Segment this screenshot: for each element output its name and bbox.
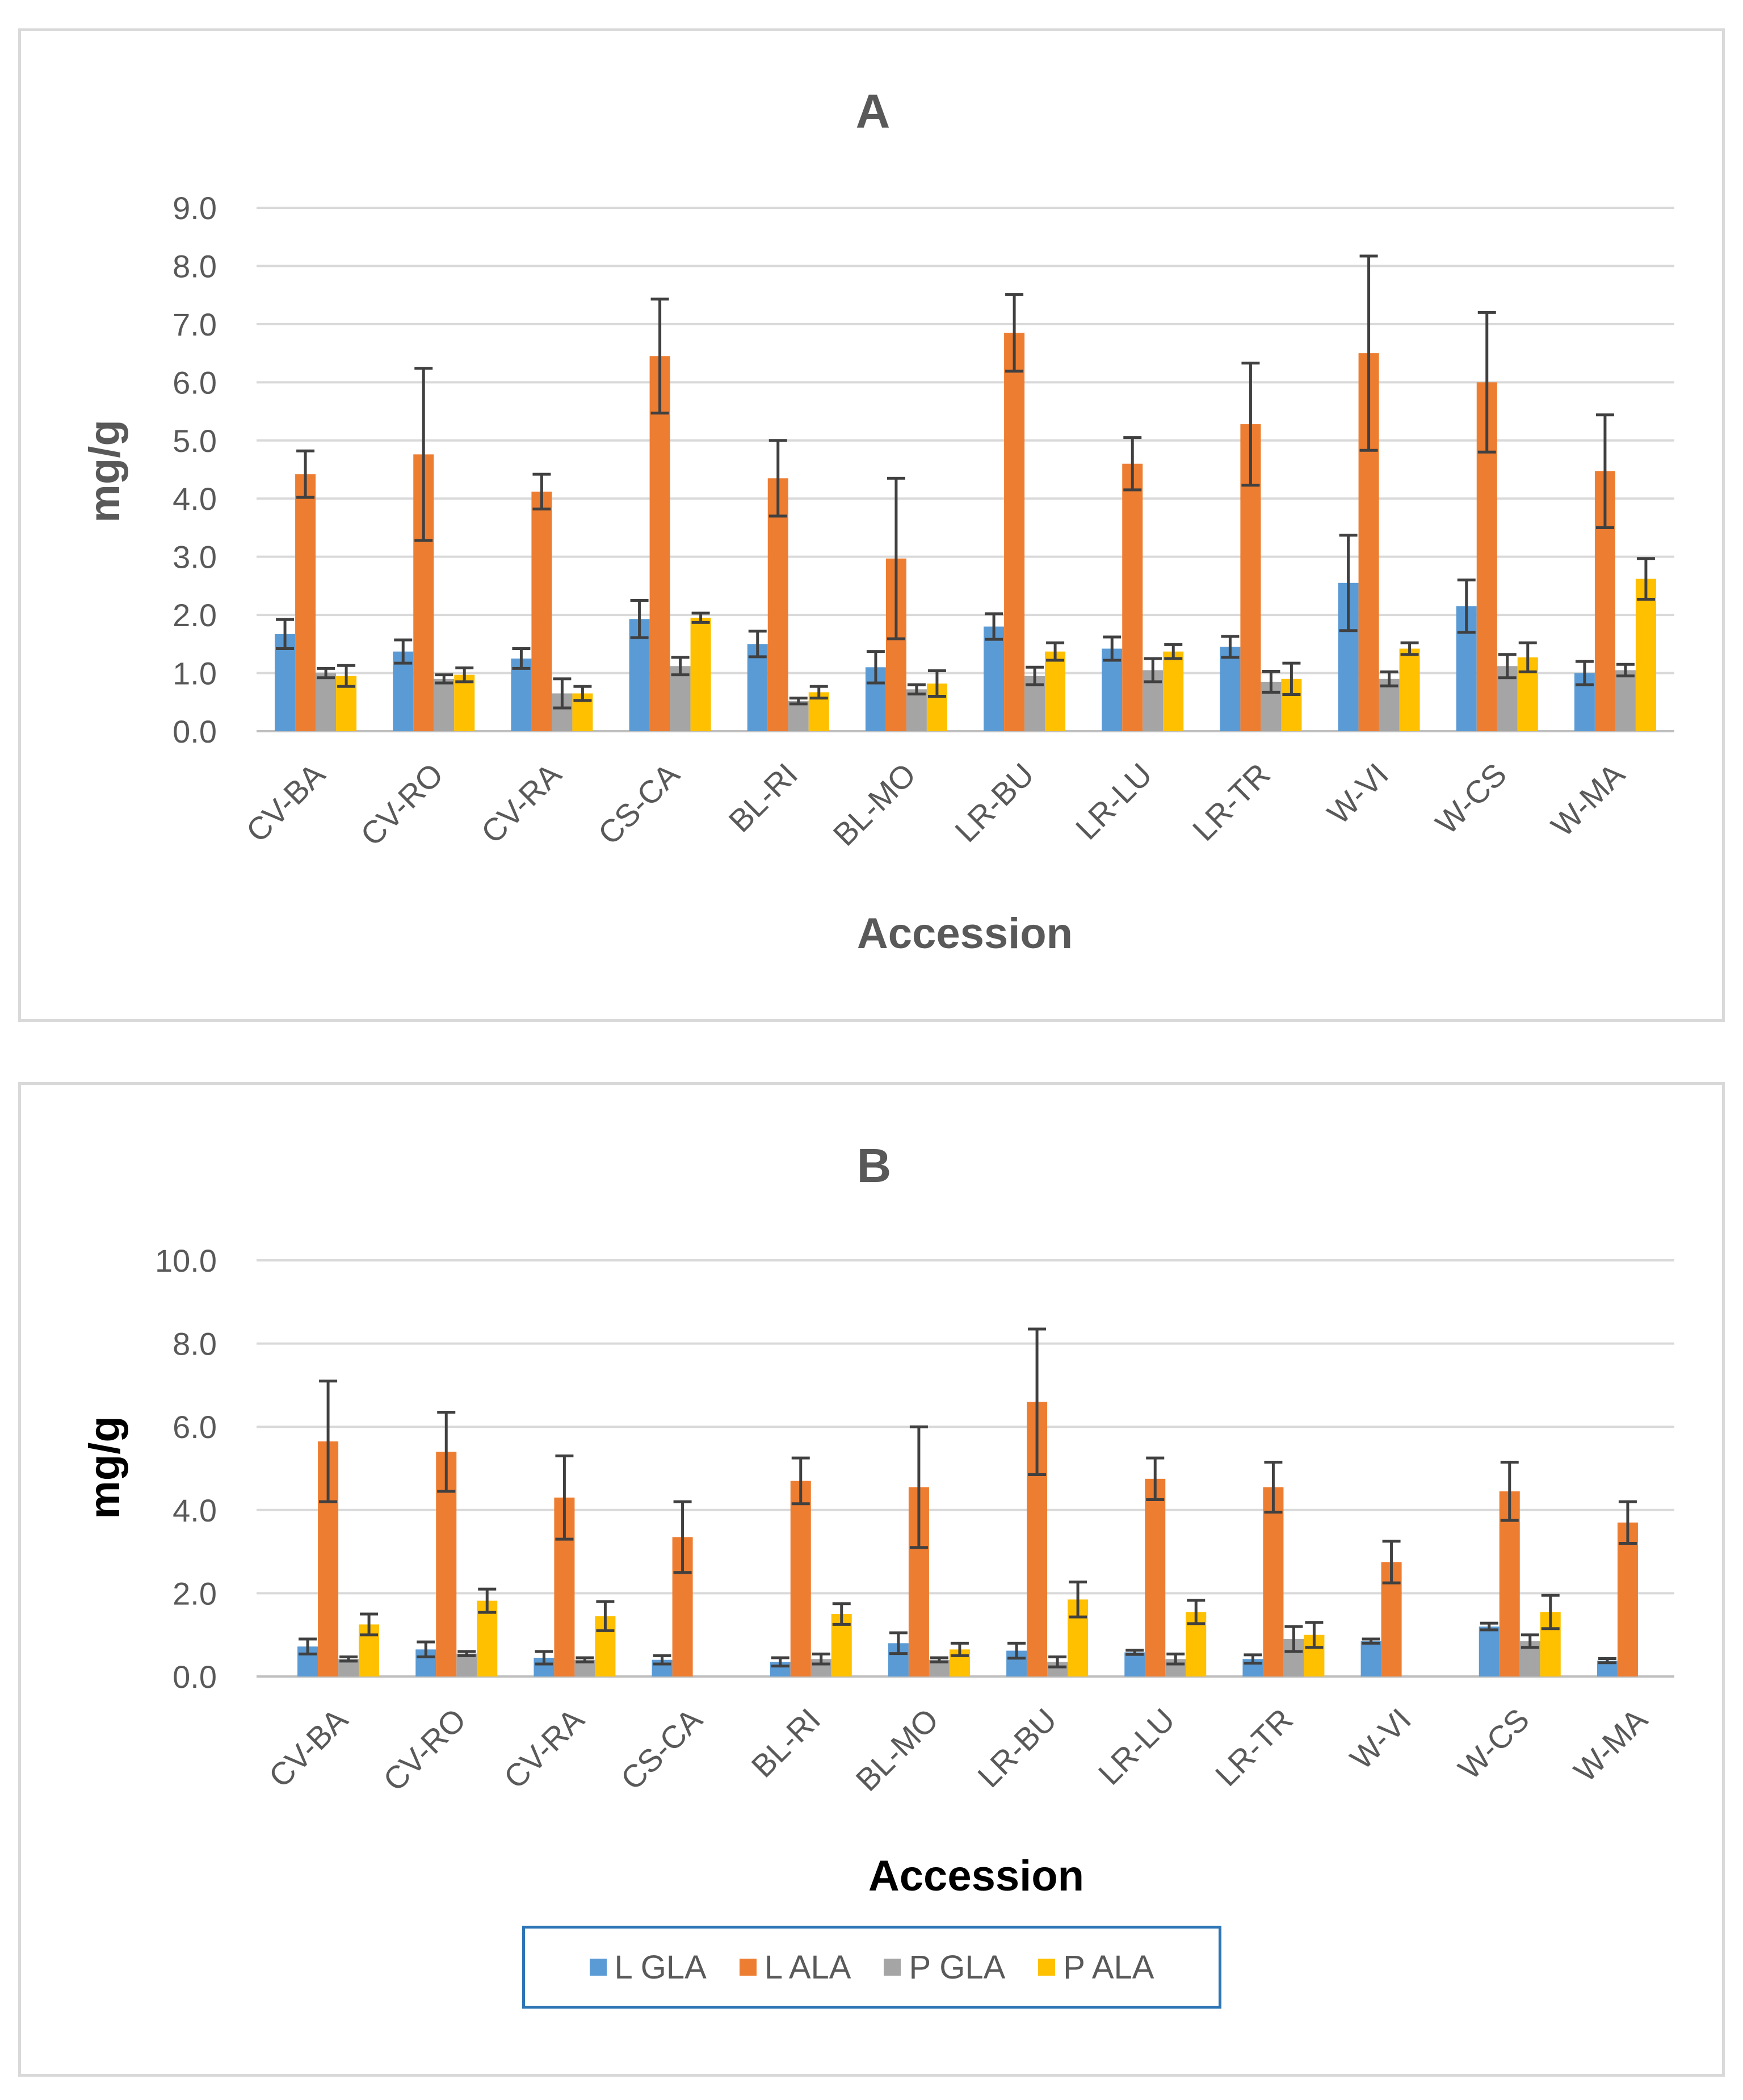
bar-l-gla-cv-ra [511,658,532,731]
y-tick-label-a: 4.0 [173,481,217,517]
y-tick-label-a: 3.0 [173,539,217,575]
x-tick-label-a-cv-ro: CV-RO [354,756,450,853]
bar-p-ala-w-vi [1399,648,1420,731]
y-tick-label-a: 8.0 [173,248,217,284]
x-tick-label-a-w-cs: W-CS [1429,756,1513,841]
x-tick-label-a-bl-mo: BL-MO [826,756,922,853]
x-tick-label-a-cv-ra: CV-RA [474,756,568,850]
bar-l-gla-cv-ro [393,651,414,731]
bar-l-ala-cv-ra [531,491,552,731]
bar-l-gla-w-vi [1360,1641,1381,1676]
x-tick-label-a-lr-lu: LR-LU [1069,756,1159,846]
bar-p-ala-lr-lu [1163,651,1184,731]
bar-l-gla-bl-ri [747,644,768,731]
bar-l-gla-w-cs [1479,1627,1500,1676]
chart-a: A 0.0 1.0 2.0 3.0 4.0 5.0 6.0 7.0 8.0 9.0 mg/g Acces… [81,85,1674,958]
bar-p-ala-w-ma [1635,579,1656,731]
bar-p-gla-cv-ro [434,678,455,731]
legend-item-l-ala: L ALA [739,1948,851,1986]
bar-l-ala-lr-lu [1122,463,1143,731]
y-tick-label-a: 0.0 [173,714,217,749]
legend-label-p-gla: P GLA [909,1948,1006,1986]
y-tick-label-b: 2.0 [173,1575,217,1611]
x-tick-label-b-cv-ra: CV-RA [497,1701,591,1795]
y-axis-label-a: mg/g [81,420,129,523]
bar-l-gla-lr-lu [1102,648,1123,731]
chart-title-b: B [857,1139,892,1192]
legend-item-p-gla: P GLA [884,1948,1005,1986]
y-tick-label-a: 9.0 [173,190,217,226]
x-tick-label-b-cs-ca: CS-CA [614,1701,709,1796]
x-tick-label-a-cs-ca: CS-CA [591,756,686,851]
bar-l-gla-lr-lu [1124,1652,1145,1676]
bar-l-gla-lr-tr [1220,647,1241,731]
x-tick-label-b-lr-tr: LR-TR [1208,1701,1300,1793]
x-tick-label-b-w-ma: W-MA [1567,1701,1654,1788]
legend-swatch-p-ala [1038,1959,1056,1976]
y-tick-label-a: 5.0 [173,423,217,459]
bar-p-ala-cs-ca [690,618,711,731]
bar-l-gla-cv-ba [275,634,296,731]
y-tick-label-b: 0.0 [173,1659,217,1695]
legend-item-p-ala: P ALA [1038,1948,1154,1986]
x-tick-label-b-w-vi: W-VI [1343,1701,1418,1776]
chart-legend: L GLA L ALA P GLA P ALA [522,1926,1221,2009]
bar-l-ala-bl-ri [790,1481,811,1676]
chart-title-a: A [856,85,891,138]
x-tick-label-b-bl-mo: BL-MO [849,1701,945,1798]
x-tick-label-a-w-ma: W-MA [1544,756,1632,843]
bar-l-ala-bl-ri [767,478,788,731]
bar-p-gla-cv-ba [316,673,337,731]
bar-l-ala-cv-ba [295,474,316,731]
bar-l-ala-lr-bu [1004,333,1025,731]
bar-p-gla-cv-ro [456,1653,477,1676]
y-tick-label-a: 2.0 [173,597,217,633]
bar-l-ala-lr-lu [1145,1478,1166,1676]
x-axis-label-b: Accession [868,1852,1084,1900]
x-tick-label-b-w-cs: W-CS [1451,1701,1536,1786]
y-tick-label-b: 10.0 [155,1243,217,1279]
bar-l-ala-cs-ca [649,356,670,731]
y-tick-label-b: 4.0 [173,1493,217,1528]
x-tick-label-b-bl-ri: BL-RI [744,1701,827,1784]
bar-l-gla-lr-bu [984,626,1005,731]
legend-swatch-l-ala [739,1959,757,1976]
y-tick-label-a: 6.0 [173,364,217,400]
bar-p-gla-bl-mo [906,689,927,731]
bar-p-ala-cv-ro [454,674,475,731]
x-tick-label-a-cv-ba: CV-BA [239,756,332,849]
x-tick-label-a-lr-bu: LR-BU [948,756,1040,849]
y-tick-label-b: 8.0 [173,1326,217,1362]
legend-label-l-gla: L GLA [614,1948,707,1986]
legend-swatch-l-gla [589,1959,607,1976]
x-tick-label-b-cv-ro: CV-RO [376,1701,473,1798]
legend-label-l-ala: L ALA [764,1948,851,1986]
bar-l-ala-w-cs [1499,1491,1520,1676]
x-tick-label-a-w-vi: W-VI [1320,756,1395,831]
x-axis-label-a: Accession [857,909,1073,958]
bar-p-ala-lr-bu [1045,651,1066,731]
bar-p-gla-w-vi [1379,678,1400,731]
y-axis-label-b: mg/g [81,1416,129,1519]
y-tick-label-a: 1.0 [173,656,217,691]
bar-p-gla-cs-ca [670,666,691,731]
x-tick-label-a-bl-ri: BL-RI [721,756,804,839]
x-tick-label-b-lr-lu: LR-LU [1091,1701,1182,1792]
legend-swatch-p-gla [884,1959,901,1976]
bar-l-ala-w-ma [1617,1522,1638,1676]
x-tick-label-b-cv-ba: CV-BA [262,1701,355,1794]
bar-p-gla-w-ma [1615,670,1636,731]
x-tick-label-b-lr-bu: LR-BU [971,1701,1063,1794]
x-tick-label-a-lr-tr: LR-TR [1186,756,1277,848]
y-tick-label-b: 6.0 [173,1409,217,1445]
y-tick-label-a: 7.0 [173,307,217,342]
bar-p-gla-bl-ri [788,701,809,731]
legend-label-p-ala: P ALA [1063,1948,1154,1986]
bar-l-ala-lr-tr [1263,1487,1284,1676]
chart-panel-b [18,1082,1725,2077]
legend-item-l-gla: L GLA [589,1948,707,1986]
